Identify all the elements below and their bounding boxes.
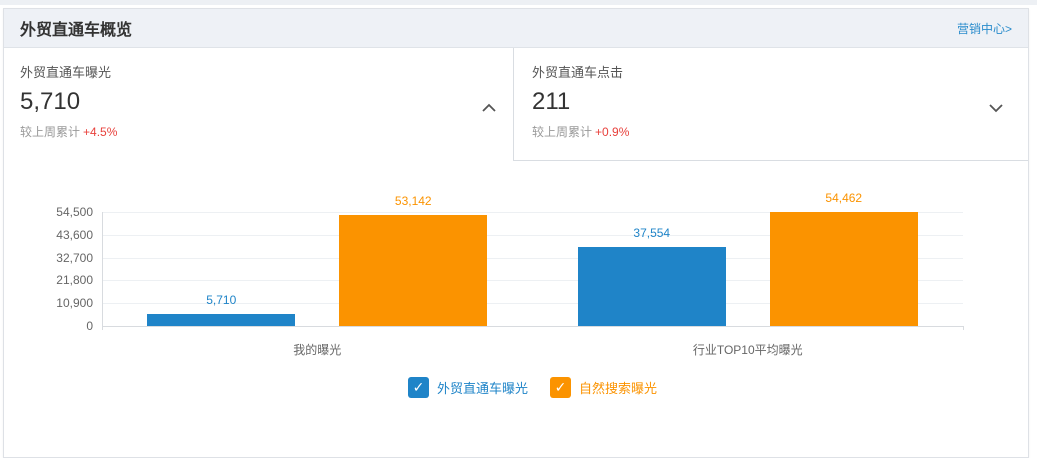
- overview-panel: 外贸直通车概览 营销中心> 外贸直通车曝光 5,710 较上周累计 +4.5% 外…: [3, 8, 1029, 458]
- bar[interactable]: [147, 314, 296, 326]
- legend-item[interactable]: ✓ 外贸直通车曝光: [407, 377, 528, 398]
- chart-legend: ✓ 外贸直通车曝光 ✓ 自然搜索曝光: [102, 377, 963, 398]
- legend-label: 外贸直通车曝光: [436, 381, 528, 396]
- page-background-strip: [0, 0, 1037, 5]
- compare-label: 较上周累计: [20, 125, 81, 139]
- bar-chart: 0 10,900 21,800 32,700 43,600 54,500 5,710 53,1…: [4, 161, 1028, 457]
- card-exposure[interactable]: 外贸直通车曝光 5,710 较上周累计 +4.5%: [4, 48, 513, 161]
- y-axis-tick-label: 10,900: [56, 296, 93, 311]
- axis-tick: [102, 326, 103, 330]
- y-axis-tick-label: 54,500: [56, 205, 93, 219]
- category-label: 行业TOP10平均曝光: [692, 343, 803, 357]
- bar[interactable]: [577, 247, 726, 326]
- gridline: [102, 212, 963, 213]
- compare-label: 较上周累计: [532, 125, 593, 139]
- gridline: [102, 303, 963, 305]
- legend-label: 自然搜索曝光: [579, 381, 658, 396]
- chevron-up-icon[interactable]: [481, 102, 497, 114]
- gridline: [102, 234, 963, 236]
- y-axis-tick-label: 0: [86, 319, 93, 333]
- y-axis-tick-label: 21,800: [56, 273, 93, 288]
- bar-value-label: 37,554: [633, 226, 671, 241]
- axis-tick: [963, 326, 964, 330]
- card-exposure-label: 外贸直通车曝光: [20, 65, 112, 80]
- chevron-down-icon[interactable]: [988, 102, 1004, 114]
- bar-value-label: 5,710: [206, 293, 237, 308]
- gridline: [102, 326, 963, 327]
- metric-cards-row: 外贸直通车曝光 5,710 较上周累计 +4.5% 外贸直通车点击 211 较上周…: [4, 48, 1028, 161]
- card-clicks-compare: 较上周累计 +0.9%: [532, 123, 1028, 140]
- y-axis-tick-label: 32,700: [56, 250, 93, 265]
- legend-checkbox-check-icon[interactable]: ✓: [407, 377, 429, 398]
- bar-value-label: 54,462: [825, 191, 863, 206]
- card-clicks-label: 外贸直通车点击: [532, 65, 624, 80]
- bar[interactable]: [769, 212, 918, 326]
- page-title: 外贸直通车概览: [20, 22, 133, 39]
- card-clicks-value: 211: [532, 88, 571, 115]
- category-label: 我的曝光: [293, 343, 342, 357]
- legend-item[interactable]: ✓ 自然搜索曝光: [550, 377, 657, 398]
- compare-delta: +4.5%: [83, 125, 118, 139]
- y-axis-line: [102, 212, 103, 326]
- gridline: [102, 257, 963, 259]
- card-exposure-compare: 较上周累计 +4.5%: [20, 123, 513, 140]
- card-clicks[interactable]: 外贸直通车点击 211 较上周累计 +0.9%: [513, 48, 1028, 161]
- card-exposure-value: 5,710: [20, 88, 81, 115]
- panel-header: 外贸直通车概览 营销中心>: [4, 9, 1028, 48]
- bar[interactable]: [339, 214, 488, 326]
- bar-value-label: 53,142: [394, 193, 432, 208]
- marketing-center-link[interactable]: 营销中心>: [956, 21, 1012, 36]
- y-axis-tick-label: 43,600: [56, 227, 93, 242]
- gridline: [102, 280, 963, 282]
- compare-delta: +0.9%: [595, 125, 630, 139]
- legend-checkbox-check-icon[interactable]: ✓: [550, 377, 571, 398]
